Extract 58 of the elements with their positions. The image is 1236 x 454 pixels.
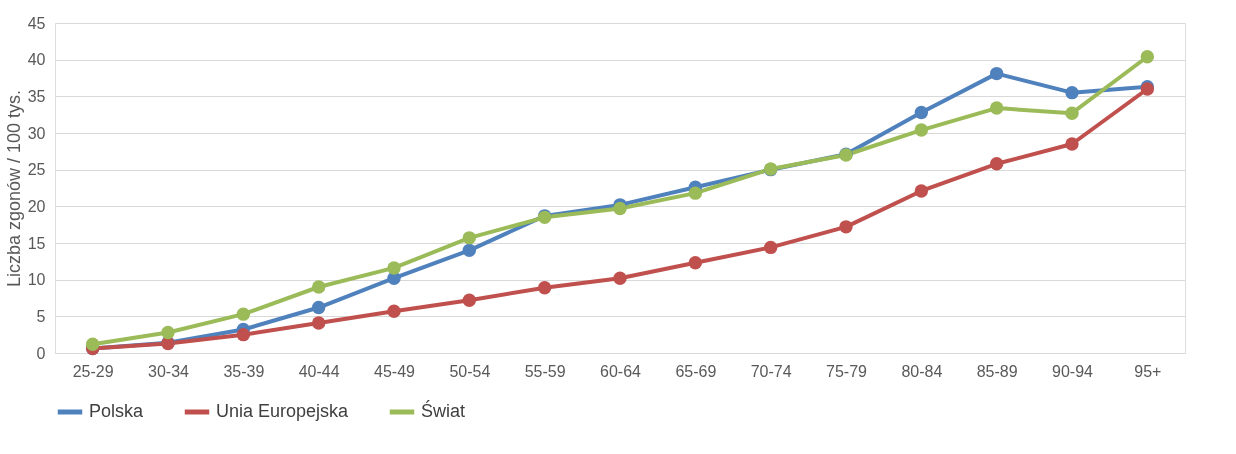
- point: [311, 300, 326, 315]
- y-tick-label: 30: [27, 124, 46, 142]
- point: [914, 105, 929, 120]
- legend-label: Unia Europejska: [216, 401, 350, 421]
- x-tick-label: 30-34: [148, 362, 190, 380]
- point: [989, 157, 1004, 171]
- point: [1065, 137, 1079, 151]
- y-tick-label: 40: [27, 51, 46, 69]
- x-tick-label: 85-89: [976, 362, 1018, 380]
- point: [236, 307, 251, 321]
- legend-label: Polska: [89, 401, 145, 421]
- x-tick-label: 70-74: [750, 362, 792, 380]
- y-tick-label: 10: [27, 271, 46, 289]
- point: [989, 66, 1004, 81]
- x-tick-label: 45-49: [374, 362, 416, 380]
- point: [311, 280, 326, 294]
- point: [688, 256, 703, 270]
- y-tick-label: 0: [36, 344, 46, 362]
- x-tick-label: 80-84: [901, 362, 943, 380]
- y-tick-label: 45: [27, 14, 46, 32]
- legend-label: Świat: [421, 400, 466, 421]
- y-tick-label: 20: [27, 197, 46, 215]
- x-tick-label: 90-94: [1052, 362, 1094, 380]
- point: [387, 261, 401, 275]
- x-tick-label: 95+: [1134, 362, 1162, 380]
- x-tick-label: 60-64: [600, 362, 642, 380]
- point: [311, 316, 326, 330]
- point: [537, 281, 552, 295]
- y-axis-title: Liczba zgonów / 100 tys.: [3, 89, 24, 288]
- point: [1065, 85, 1079, 100]
- y-tick-label: 25: [27, 161, 46, 179]
- x-tick-label: 25-29: [72, 362, 114, 380]
- x-tick-label: 35-39: [223, 362, 265, 380]
- y-tick-label: 35: [27, 87, 46, 105]
- point: [1065, 106, 1079, 120]
- point: [462, 243, 477, 258]
- point: [161, 325, 175, 340]
- point: [914, 123, 929, 137]
- point: [989, 101, 1004, 115]
- point: [236, 327, 251, 342]
- x-tick-label: 75-79: [826, 362, 868, 380]
- x-tick-label: 50-54: [449, 362, 491, 380]
- point: [387, 304, 401, 318]
- y-tick-label: 15: [27, 234, 46, 252]
- point: [462, 231, 477, 245]
- point: [763, 240, 778, 255]
- x-tick-label: 65-69: [675, 362, 717, 380]
- point: [914, 184, 929, 198]
- point: [85, 337, 100, 351]
- point: [1140, 50, 1155, 64]
- point: [462, 293, 477, 307]
- x-tick-label: 40-44: [298, 362, 340, 380]
- y-tick-label: 5: [36, 307, 46, 325]
- point: [613, 201, 627, 216]
- point: [613, 271, 627, 285]
- point: [839, 220, 853, 234]
- point: [688, 186, 703, 200]
- x-tick-label: 55-59: [524, 362, 566, 380]
